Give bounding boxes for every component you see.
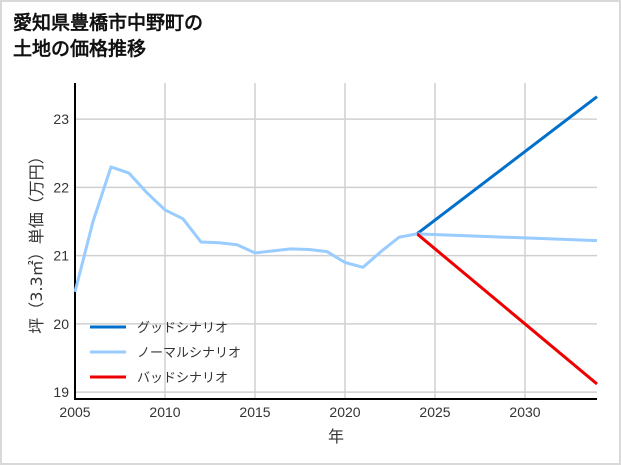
title-line-1: 愛知県豊橋市中野町の xyxy=(13,12,204,34)
x-tick-label: 2015 xyxy=(239,404,270,420)
y-tick-label: 23 xyxy=(53,111,69,127)
x-axis-label: 年 xyxy=(328,427,344,446)
legend-label: バッドシナリオ xyxy=(137,371,228,386)
legend-label: ノーマルシナリオ xyxy=(137,346,241,361)
x-tick-label: 2010 xyxy=(149,404,180,420)
legend-label: グッドシナリオ xyxy=(137,321,228,336)
series-line-バッドシナリオ xyxy=(416,232,598,386)
y-tick-label: 22 xyxy=(53,179,69,195)
y-tick-label: 21 xyxy=(53,248,69,264)
history-line xyxy=(73,165,418,293)
x-tick-label: 2020 xyxy=(329,404,360,420)
chart-title: 愛知県豊橋市中野町の 土地の価格推移 xyxy=(13,10,203,62)
title-line-2: 土地の価格推移 xyxy=(13,38,147,60)
series-line-グッドシナリオ xyxy=(416,95,598,236)
x-tick-label: 2025 xyxy=(419,404,450,420)
x-tick-label: 2030 xyxy=(509,404,540,420)
y-tick-label: 20 xyxy=(53,316,69,332)
y-axis-label: 坪（3.3㎡）単価（万円） xyxy=(27,148,46,333)
x-tick-label: 2005 xyxy=(59,404,90,420)
y-tick-label: 19 xyxy=(53,384,69,400)
series-line-ノーマルシナリオ xyxy=(416,232,598,243)
